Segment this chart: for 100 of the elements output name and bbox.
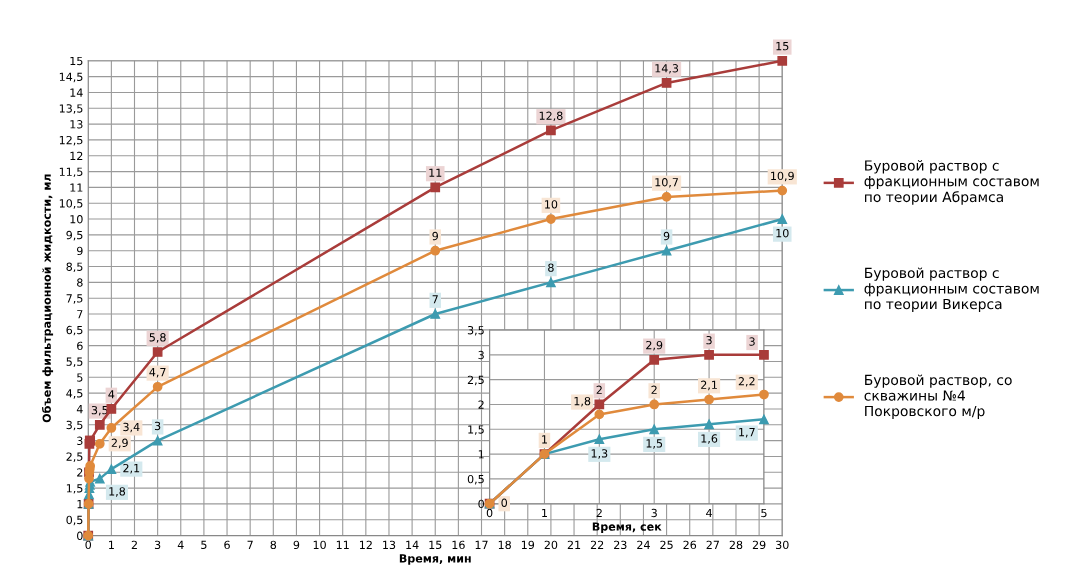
y-tick-label: 1 bbox=[478, 450, 484, 459]
x-tick-label: 18 bbox=[498, 540, 511, 550]
y-tick-label: 3,5 bbox=[66, 420, 83, 431]
x-tick-label: 20 bbox=[544, 540, 558, 550]
x-tick-label: 7 bbox=[247, 540, 253, 549]
data-label: 11 bbox=[429, 168, 442, 177]
data-label: 1,5 bbox=[646, 439, 663, 449]
data-label: 10,7 bbox=[655, 178, 678, 188]
y-tick-label: 8 bbox=[77, 278, 83, 287]
y-tick-label: 8,5 bbox=[66, 262, 83, 273]
y-tick-label: 1 bbox=[77, 500, 83, 509]
x-tick-label: 15 bbox=[429, 540, 442, 550]
data-label: 2,9 bbox=[646, 340, 663, 351]
x-tick-label: 12 bbox=[359, 540, 372, 549]
x-tick-label: 6 bbox=[224, 540, 230, 550]
y-tick-label: 1,5 bbox=[66, 484, 83, 494]
x-tick-label: 27 bbox=[706, 540, 719, 549]
y-tick-label: 0 bbox=[478, 499, 484, 509]
data-label: 1,8 bbox=[574, 396, 591, 407]
x-tick-label: 2 bbox=[596, 508, 602, 518]
data-label: 7 bbox=[432, 295, 438, 304]
data-label: 1 bbox=[542, 435, 547, 444]
y-tick-label: 14 bbox=[70, 88, 83, 97]
x-tick-label: 17 bbox=[475, 540, 488, 549]
y-tick-label: 10,5 bbox=[59, 199, 83, 209]
y-tick-label: 2 bbox=[77, 468, 83, 477]
x-tick-label: 0 bbox=[486, 508, 493, 518]
y-tick-label: 11 bbox=[70, 183, 83, 192]
y-tick-label: 3 bbox=[478, 350, 484, 360]
y-tick-label: 0 bbox=[77, 531, 83, 540]
y-tick-label: 15 bbox=[70, 56, 83, 66]
data-label: 2,2 bbox=[738, 377, 755, 387]
x-tick-label: 5 bbox=[761, 508, 767, 518]
x-tick-label: 28 bbox=[729, 540, 743, 550]
y-tick-label: 9 bbox=[77, 246, 83, 256]
x-tick-label: 2 bbox=[131, 540, 137, 549]
x-tick-label: 14 bbox=[406, 540, 419, 549]
y-tick-label: 6 bbox=[77, 341, 83, 351]
x-axis-title: Время, мин bbox=[399, 554, 471, 565]
y-tick-label: 9,5 bbox=[66, 230, 83, 241]
x-tick-label: 25 bbox=[660, 540, 673, 550]
data-label: 1,7 bbox=[739, 428, 755, 438]
x-tick-label: 21 bbox=[567, 540, 581, 549]
legend-label: Буровой раствор, со скважины №4 Покровского м/р bbox=[864, 374, 1012, 419]
data-label: 9 bbox=[432, 231, 438, 241]
x-axis-title: Время, сек bbox=[592, 522, 662, 533]
y-tick-label: 6,5 bbox=[66, 325, 83, 336]
data-label: 3 bbox=[154, 421, 161, 431]
x-tick-label: 3 bbox=[154, 540, 161, 550]
x-tick-label: 13 bbox=[383, 540, 396, 550]
y-tick-label: 13 bbox=[70, 120, 83, 129]
data-label: 3,5 bbox=[91, 405, 108, 416]
x-tick-label: 16 bbox=[452, 540, 465, 550]
y-tick-label: 13,5 bbox=[59, 104, 83, 114]
data-label: 1,3 bbox=[591, 449, 608, 459]
x-tick-label: 10 bbox=[313, 540, 326, 550]
y-tick-label: 7,5 bbox=[66, 294, 83, 304]
x-tick-label: 9 bbox=[293, 540, 300, 550]
data-label: 1,8 bbox=[109, 487, 126, 497]
data-label: 9 bbox=[663, 231, 670, 241]
y-tick-label: 3,5 bbox=[467, 326, 484, 336]
data-label: 3,4 bbox=[123, 422, 140, 433]
y-tick-label: 0,5 bbox=[467, 474, 484, 485]
x-tick-label: 4 bbox=[177, 540, 184, 549]
x-tick-label: 26 bbox=[683, 540, 697, 550]
x-tick-label: 11 bbox=[336, 540, 349, 549]
x-tick-label: 30 bbox=[776, 540, 789, 550]
data-label: 10 bbox=[545, 200, 558, 209]
data-label: 3 bbox=[706, 335, 712, 345]
data-label: 1,6 bbox=[701, 434, 718, 444]
y-tick-label: 5,5 bbox=[66, 357, 83, 367]
data-label: 15 bbox=[776, 42, 789, 51]
x-tick-label: 29 bbox=[752, 540, 766, 550]
data-label: 8 bbox=[548, 263, 554, 272]
legend-label: Буровой раствор с фракционным составом по теории Абрамса bbox=[864, 160, 1039, 205]
y-tick-label: 7 bbox=[77, 310, 83, 319]
legend-label: Буровой раствор с фракционным составом по теории Викерса bbox=[864, 267, 1039, 312]
x-tick-label: 8 bbox=[270, 540, 277, 550]
data-label: 14,3 bbox=[655, 64, 679, 74]
data-label: 2 bbox=[596, 385, 602, 394]
x-tick-label: 1 bbox=[109, 540, 114, 549]
y-tick-label: 2 bbox=[478, 400, 484, 409]
y-tick-label: 3 bbox=[77, 436, 83, 445]
y-tick-label: 14,5 bbox=[59, 72, 83, 83]
x-tick-label: 19 bbox=[521, 540, 535, 550]
x-tick-label: 0 bbox=[85, 540, 92, 550]
data-label: 5,8 bbox=[149, 333, 166, 343]
x-tick-label: 24 bbox=[637, 540, 650, 549]
x-tick-label: 5 bbox=[201, 540, 207, 550]
x-tick-label: 1 bbox=[542, 508, 547, 518]
y-tick-label: 4 bbox=[76, 405, 83, 414]
data-label: 2,1 bbox=[123, 463, 140, 474]
y-tick-label: 12,5 bbox=[59, 135, 83, 146]
x-tick-label: 4 bbox=[706, 508, 712, 518]
y-tick-label: 2,5 bbox=[66, 452, 83, 462]
x-tick-label: 3 bbox=[651, 508, 657, 518]
x-tick-label: 22 bbox=[590, 540, 604, 549]
data-label: 10 bbox=[776, 228, 789, 238]
data-label: 12,8 bbox=[539, 111, 563, 122]
y-tick-label: 0,5 bbox=[66, 515, 83, 526]
